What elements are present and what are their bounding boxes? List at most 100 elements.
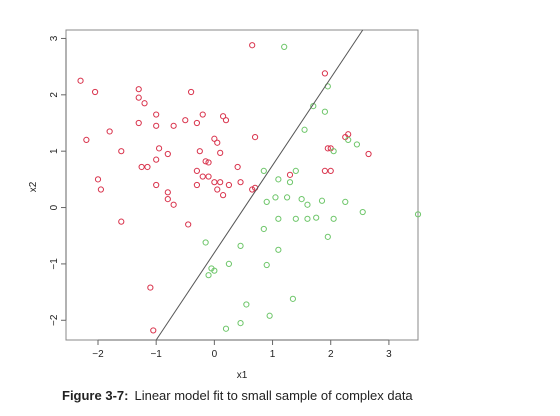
red-point: [144, 163, 151, 171]
red-point: [164, 189, 171, 196]
red-point: [138, 163, 145, 171]
green-point: [318, 197, 326, 204]
red-point: [365, 150, 372, 158]
green-point: [286, 179, 294, 186]
red-point: [187, 88, 195, 96]
red-point: [205, 173, 212, 180]
y-tick-label: 0: [49, 204, 60, 210]
green-point: [263, 261, 270, 269]
red-point: [211, 179, 218, 186]
x-tick-label: 3: [386, 349, 392, 360]
figure-caption-text: Linear model fit to small sample of comp…: [134, 388, 413, 403]
green-point: [345, 136, 352, 144]
red-point: [147, 284, 154, 291]
red-point: [153, 122, 160, 129]
green-point: [298, 195, 305, 203]
green-point: [243, 301, 250, 308]
red-point: [219, 192, 227, 199]
red-point: [237, 179, 244, 186]
y-axis: −2 −1 0 1 2 3: [49, 35, 67, 326]
red-point: [214, 186, 221, 193]
red-point: [185, 221, 192, 228]
green-point: [275, 176, 282, 183]
green-point: [359, 208, 366, 216]
green-point: [289, 295, 297, 302]
green-point: [283, 194, 291, 201]
points-layer: [77, 42, 422, 334]
red-point: [196, 148, 203, 155]
green-point: [324, 233, 331, 240]
red-point: [164, 195, 171, 203]
figure-caption: Figure 3-7: Linear model fit to small sam…: [62, 388, 413, 403]
red-point: [219, 113, 227, 120]
red-point: [170, 122, 177, 129]
red-point: [141, 100, 148, 107]
green-point: [202, 239, 209, 246]
red-point: [249, 42, 256, 49]
red-point: [217, 149, 224, 156]
green-point: [321, 108, 329, 115]
red-point: [222, 117, 230, 124]
green-point: [225, 260, 233, 268]
red-point: [135, 94, 142, 101]
red-point: [234, 163, 241, 171]
red-point: [150, 327, 157, 334]
red-point: [199, 173, 206, 180]
red-point: [251, 133, 259, 141]
figure-caption-label: Figure 3-7:: [62, 388, 129, 403]
red-point: [153, 181, 160, 189]
red-point: [106, 128, 113, 135]
green-point: [304, 215, 311, 222]
x-tick-label: 0: [212, 349, 218, 360]
red-point: [286, 171, 294, 178]
red-point: [91, 88, 99, 96]
red-point: [225, 181, 233, 189]
green-point: [211, 267, 218, 274]
green-point: [275, 246, 282, 253]
red-point: [193, 119, 201, 127]
green-point: [222, 325, 230, 332]
red-point: [205, 159, 212, 166]
green-point: [263, 198, 270, 206]
green-point: [237, 242, 244, 249]
green-point: [205, 272, 212, 279]
x-tick-label: 1: [270, 349, 276, 360]
y-tick-label: 1: [49, 148, 60, 154]
x-tick-label: −1: [150, 349, 162, 360]
red-point: [135, 119, 142, 127]
x-axis: −2 −1 0 1 2 3: [92, 339, 392, 360]
red-point: [118, 148, 125, 155]
y-tick-label: −1: [49, 258, 60, 270]
scatter-chart: −2 −1 0 1 2 3 −2 −1 0 1 2 3 x1 x2: [28, 29, 422, 381]
red-point: [155, 145, 163, 152]
green-point: [272, 194, 279, 201]
x-axis-label: x1: [237, 370, 248, 381]
green-point: [266, 312, 273, 319]
red-point: [97, 186, 105, 193]
green-point: [330, 148, 337, 155]
green-point: [292, 167, 299, 175]
red-point: [217, 179, 224, 186]
red-point: [321, 70, 329, 77]
green-point: [313, 214, 320, 221]
red-point: [202, 158, 209, 165]
red-point: [193, 181, 201, 189]
red-point: [118, 218, 125, 225]
red-point: [170, 201, 177, 208]
green-point: [353, 141, 361, 148]
red-point: [164, 150, 171, 158]
red-point: [324, 145, 331, 152]
y-tick-label: 2: [49, 92, 60, 98]
green-point: [330, 215, 337, 222]
green-point: [342, 198, 349, 206]
y-axis-label: x2: [28, 181, 39, 192]
x-tick-label: −2: [92, 349, 104, 360]
green-point: [237, 319, 244, 327]
red-point: [153, 156, 160, 163]
red-point: [199, 111, 206, 118]
red-point: [193, 167, 201, 175]
red-point: [211, 135, 218, 142]
green-point: [301, 126, 308, 133]
x-tick-label: 2: [328, 349, 334, 360]
red-point: [214, 139, 221, 146]
